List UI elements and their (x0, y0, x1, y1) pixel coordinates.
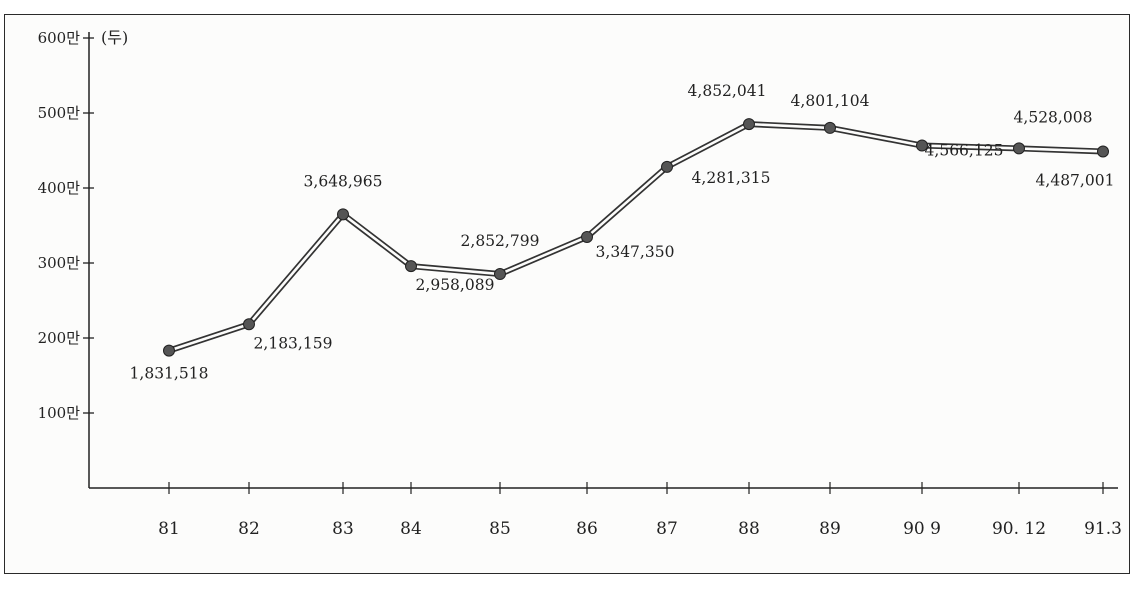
x-tick-label: 91.3 (1084, 519, 1122, 539)
y-tick-label: 600만 (38, 29, 81, 47)
data-point (824, 121, 836, 134)
data-point (405, 260, 417, 273)
data-label: 4,852,041 (688, 82, 767, 100)
x-axis-ticks: 81 82 83 84 85 86 87 88 89 90 9 90. 12 91.3 (158, 482, 1122, 539)
data-point (243, 318, 255, 331)
y-tick-label: 400만 (38, 179, 81, 197)
series-line (168, 121, 1104, 354)
x-tick-label: 84 (400, 519, 422, 539)
data-point (1097, 145, 1109, 158)
x-tick-label: 90. 12 (992, 519, 1046, 539)
data-label: 4,281,315 (692, 169, 771, 187)
data-label: 2,183,159 (254, 334, 333, 352)
y-tick-label: 200만 (38, 329, 81, 347)
y-tick-label: 300만 (38, 254, 81, 272)
data-point (743, 118, 755, 131)
x-tick-label: 83 (332, 519, 354, 539)
chart-axes (88, 32, 1118, 489)
x-tick-label: 86 (576, 519, 598, 539)
data-label: 4,528,008 (1014, 108, 1093, 126)
y-axis-unit-label: (두) (101, 28, 128, 47)
data-label: 4,566,125 (925, 142, 1004, 160)
data-labels: 1,831,518 2,183,159 3,648,965 2,958,089 2,85… (130, 82, 1115, 383)
data-point (163, 344, 175, 357)
chart-frame (4, 14, 1130, 574)
data-point (337, 208, 349, 221)
data-label: 4,801,104 (791, 92, 870, 110)
data-label: 2,958,089 (416, 276, 495, 294)
data-label: 4,487,001 (1036, 171, 1115, 189)
x-tick-label: 89 (819, 519, 841, 539)
x-tick-label: 87 (656, 519, 678, 539)
x-tick-label: 81 (158, 519, 180, 539)
data-point (1013, 142, 1025, 155)
y-axis-ticks: 100만 200만 300만 400만 500만 600만 (38, 29, 94, 422)
data-label: 3,347,350 (596, 243, 675, 261)
data-label: 3,648,965 (304, 172, 383, 190)
data-point (661, 160, 673, 173)
data-label: 2,852,799 (461, 232, 540, 250)
x-tick-label: 85 (489, 519, 511, 539)
data-point (494, 268, 506, 281)
data-point (916, 139, 928, 152)
y-tick-label: 100만 (38, 404, 81, 422)
y-tick-label: 500만 (38, 104, 81, 122)
data-label: 1,831,518 (130, 365, 209, 383)
series-line-inner (168, 122, 1104, 352)
data-point (581, 230, 593, 243)
data-points (163, 118, 1109, 357)
x-tick-label: 90 9 (903, 519, 941, 539)
x-tick-label: 82 (238, 519, 260, 539)
x-tick-label: 88 (738, 519, 760, 539)
